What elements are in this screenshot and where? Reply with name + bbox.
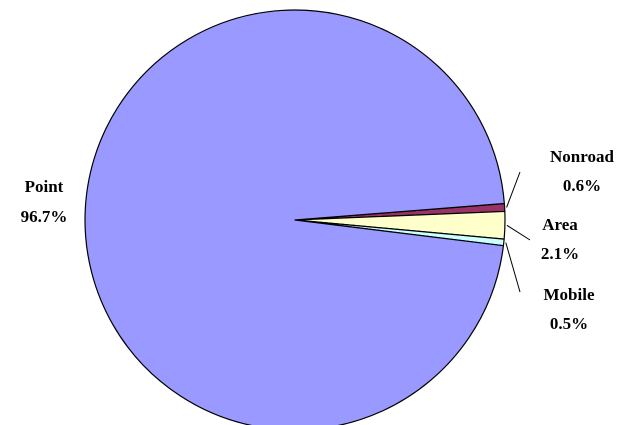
label-mobile-value: 0.5% [550,314,588,333]
label-nonroad-name: Nonroad [550,147,614,166]
leader-line-area [506,224,531,241]
leader-lines [505,171,531,293]
label-point-value: 96.7% [21,207,68,226]
leader-line-nonroad [506,171,521,208]
label-point-name: Point [25,177,64,196]
pie-slice-point [84,9,505,425]
leader-line-mobile [505,242,521,293]
label-area-name: Area [542,215,578,234]
pie-slices [84,9,506,425]
label-nonroad-value: 0.6% [563,176,601,195]
label-mobile-name: Mobile [544,285,595,304]
label-area-value: 2.1% [541,244,579,263]
